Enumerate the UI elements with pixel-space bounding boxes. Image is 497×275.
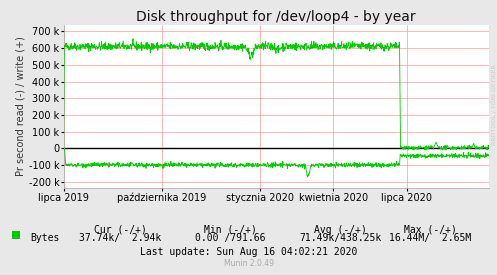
Text: Min (-/+): Min (-/+) [204, 225, 256, 235]
Text: Cur (-/+): Cur (-/+) [93, 225, 147, 235]
Text: Bytes: Bytes [30, 233, 59, 243]
Text: 37.74k/  2.94k: 37.74k/ 2.94k [79, 233, 161, 243]
Text: 0.00 /791.66: 0.00 /791.66 [195, 233, 265, 243]
Text: Avg (-/+): Avg (-/+) [314, 225, 366, 235]
Title: Disk throughput for /dev/loop4 - by year: Disk throughput for /dev/loop4 - by year [136, 10, 416, 24]
Y-axis label: Pr second read (-) / write (+): Pr second read (-) / write (+) [16, 37, 26, 177]
Text: RRDTOOL / TOBI OETIKER: RRDTOOL / TOBI OETIKER [491, 64, 496, 145]
Text: 16.44M/  2.65M: 16.44M/ 2.65M [389, 233, 471, 243]
Text: 71.49k/438.25k: 71.49k/438.25k [299, 233, 381, 243]
Bar [12, 231, 20, 239]
Text: Max (-/+): Max (-/+) [404, 225, 456, 235]
Text: Last update: Sun Aug 16 04:02:21 2020: Last update: Sun Aug 16 04:02:21 2020 [140, 247, 357, 257]
Text: Munin 2.0.49: Munin 2.0.49 [224, 260, 273, 268]
